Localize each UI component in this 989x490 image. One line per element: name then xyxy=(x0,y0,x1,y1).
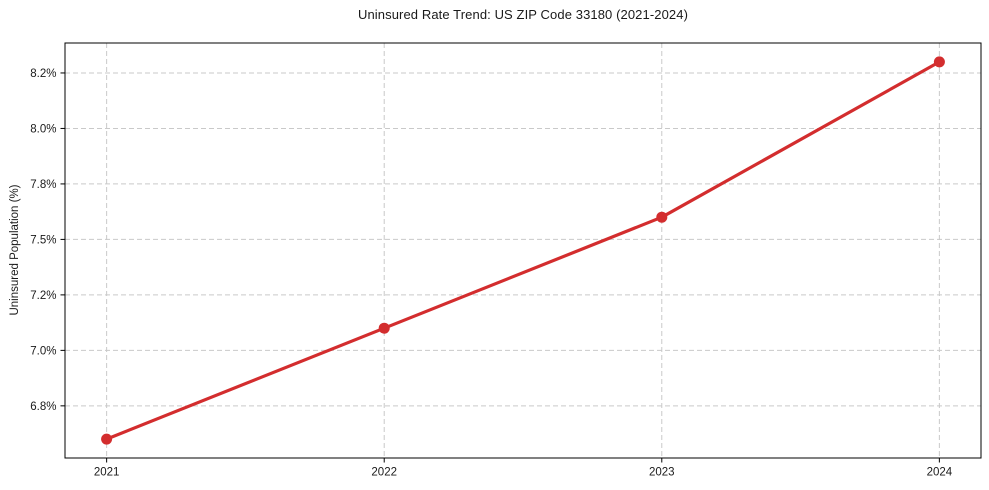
y-tick-label: 7.2% xyxy=(30,290,56,302)
x-tick-label: 2021 xyxy=(94,467,120,479)
data-point xyxy=(656,211,668,223)
y-tick-label: 7.8% xyxy=(30,179,56,191)
x-tick-label: 2023 xyxy=(649,467,675,479)
x-tick-label: 2022 xyxy=(371,467,397,479)
plot-border xyxy=(64,42,982,459)
data-point xyxy=(378,322,390,334)
data-point xyxy=(933,56,945,68)
chart-title: Uninsured Rate Trend: US ZIP Code 33180 … xyxy=(357,7,689,22)
y-tick-label: 8.0% xyxy=(30,123,56,135)
y-tick-label: 7.5% xyxy=(30,234,56,246)
x-tick-label: 2024 xyxy=(927,467,953,479)
data-point xyxy=(101,433,113,445)
y-tick-label: 6.8% xyxy=(30,401,56,413)
y-tick-label: 8.2% xyxy=(30,68,56,80)
trend-line xyxy=(104,60,942,441)
y-tick-label: 7.0% xyxy=(30,345,56,357)
